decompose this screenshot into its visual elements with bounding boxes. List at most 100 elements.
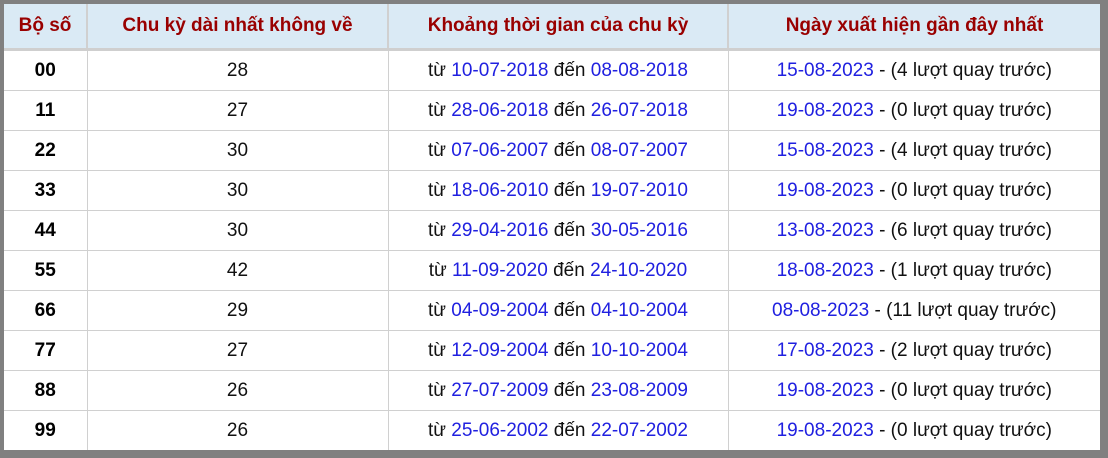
from-label: từ bbox=[428, 299, 447, 321]
pair-cell: 22 bbox=[4, 130, 88, 171]
from-label: từ bbox=[428, 339, 447, 361]
end-date: 30-05-2016 bbox=[590, 219, 688, 241]
period-cell: từ 27-07-2009 đến 23-08-2009 bbox=[388, 370, 729, 411]
end-date: 08-07-2007 bbox=[590, 139, 688, 161]
from-label: từ bbox=[428, 139, 447, 161]
table-header: Bộ số Chu kỳ dài nhất không về Khoảng th… bbox=[4, 4, 1100, 51]
last-seen-cell: 08-08-2023 - (11 lượt quay trước) bbox=[728, 290, 1100, 331]
period-cell: từ 29-04-2016 đến 30-05-2016 bbox=[388, 210, 729, 251]
header-period: Khoảng thời gian của chu kỳ bbox=[388, 4, 729, 51]
period-cell: từ 28-06-2018 đến 26-07-2018 bbox=[388, 90, 729, 131]
to-label: đến bbox=[553, 59, 586, 81]
cycle-cell: 27 bbox=[87, 90, 389, 131]
table-row: 22 30 từ 07-06-2007 đến 08-07-2007 15-08… bbox=[4, 130, 1100, 171]
table-row: 33 30 từ 18-06-2010 đến 19-07-2010 19-08… bbox=[4, 170, 1100, 211]
last-seen-cell: 15-08-2023 - (4 lượt quay trước) bbox=[728, 130, 1100, 171]
start-date: 11-09-2020 bbox=[452, 259, 548, 281]
table-row: 77 27 từ 12-09-2004 đến 10-10-2004 17-08… bbox=[4, 330, 1100, 371]
draws-ago: - (0 lượt quay trước) bbox=[873, 379, 1052, 401]
pair-cell: 77 bbox=[4, 330, 88, 371]
period-cell: từ 11-09-2020 đến 24-10-2020 bbox=[388, 250, 729, 291]
table-row: 11 27 từ 28-06-2018 đến 26-07-2018 19-08… bbox=[4, 90, 1100, 131]
pair-cell: 88 bbox=[4, 370, 88, 411]
pair-cell: 55 bbox=[4, 250, 88, 291]
cycle-cell: 26 bbox=[87, 410, 389, 450]
draws-ago: - (2 lượt quay trước) bbox=[873, 339, 1052, 361]
last-seen-date: 19-08-2023 bbox=[776, 179, 874, 201]
last-seen-cell: 19-08-2023 - (0 lượt quay trước) bbox=[728, 370, 1100, 411]
last-seen-date: 15-08-2023 bbox=[776, 59, 874, 81]
last-seen-cell: 15-08-2023 - (4 lượt quay trước) bbox=[728, 49, 1100, 91]
pair-cell: 44 bbox=[4, 210, 88, 251]
results-panel: Bộ số Chu kỳ dài nhất không về Khoảng th… bbox=[4, 4, 1100, 450]
start-date: 04-09-2004 bbox=[451, 299, 549, 321]
from-label: từ bbox=[428, 179, 447, 201]
to-label: đến bbox=[553, 299, 586, 321]
end-date: 26-07-2018 bbox=[590, 99, 688, 121]
start-date: 12-09-2004 bbox=[451, 339, 549, 361]
last-seen-date: 15-08-2023 bbox=[776, 139, 874, 161]
end-date: 19-07-2010 bbox=[590, 179, 688, 201]
last-seen-cell: 19-08-2023 - (0 lượt quay trước) bbox=[728, 411, 1100, 451]
last-seen-cell: 18-08-2023 - (1 lượt quay trước) bbox=[728, 250, 1100, 291]
to-label: đến bbox=[553, 379, 586, 401]
last-seen-date: 19-08-2023 bbox=[776, 379, 874, 401]
period-cell: từ 25-06-2002 đến 22-07-2002 bbox=[388, 410, 729, 450]
period-cell: từ 04-09-2004 đến 04-10-2004 bbox=[388, 290, 729, 331]
pair-cell: 66 bbox=[4, 290, 88, 331]
to-label: đến bbox=[553, 179, 586, 201]
cycle-cell: 28 bbox=[87, 49, 389, 91]
pair-cell: 00 bbox=[4, 49, 88, 91]
table-row: 99 26 từ 25-06-2002 đến 22-07-2002 19-08… bbox=[4, 410, 1100, 451]
start-date: 25-06-2002 bbox=[451, 419, 549, 441]
cycle-cell: 26 bbox=[87, 370, 389, 411]
cycle-cell: 42 bbox=[87, 250, 389, 291]
header-pair: Bộ số bbox=[4, 4, 88, 51]
from-label: từ bbox=[428, 219, 447, 241]
from-label: từ bbox=[428, 99, 447, 121]
from-label: từ bbox=[428, 379, 447, 401]
to-label: đến bbox=[553, 339, 586, 361]
from-label: từ bbox=[428, 59, 447, 81]
period-cell: từ 12-09-2004 đến 10-10-2004 bbox=[388, 330, 729, 371]
cycle-cell: 30 bbox=[87, 210, 389, 251]
period-cell: từ 10-07-2018 đến 08-08-2018 bbox=[388, 49, 729, 91]
draws-ago: - (11 lượt quay trước) bbox=[869, 299, 1057, 321]
last-seen-date: 13-08-2023 bbox=[776, 219, 874, 241]
table-row: 55 42 từ 11-09-2020 đến 24-10-2020 18-08… bbox=[4, 250, 1100, 291]
start-date: 18-06-2010 bbox=[451, 179, 549, 201]
to-label: đến bbox=[553, 419, 586, 441]
last-seen-date: 18-08-2023 bbox=[776, 259, 874, 281]
to-label: đến bbox=[553, 99, 586, 121]
last-seen-date: 17-08-2023 bbox=[776, 339, 874, 361]
cycle-cell: 30 bbox=[87, 130, 389, 171]
cycle-cell: 27 bbox=[87, 330, 389, 371]
draws-ago: - (1 lượt quay trước) bbox=[873, 259, 1052, 281]
last-seen-date: 19-08-2023 bbox=[776, 99, 874, 121]
cycle-cell: 29 bbox=[87, 290, 389, 331]
draws-ago: - (6 lượt quay trước) bbox=[873, 219, 1052, 241]
longest-cycle-table: Bộ số Chu kỳ dài nhất không về Khoảng th… bbox=[4, 4, 1100, 450]
start-date: 27-07-2009 bbox=[451, 379, 549, 401]
period-cell: từ 18-06-2010 đến 19-07-2010 bbox=[388, 170, 729, 211]
table-row: 44 30 từ 29-04-2016 đến 30-05-2016 13-08… bbox=[4, 210, 1100, 251]
start-date: 10-07-2018 bbox=[451, 59, 549, 81]
end-date: 04-10-2004 bbox=[590, 299, 688, 321]
last-seen-date: 08-08-2023 bbox=[772, 299, 870, 321]
header-cycle: Chu kỳ dài nhất không về bbox=[87, 4, 389, 51]
pair-cell: 99 bbox=[4, 410, 88, 450]
end-date: 23-08-2009 bbox=[590, 379, 688, 401]
start-date: 07-06-2007 bbox=[451, 139, 549, 161]
last-seen-date: 19-08-2023 bbox=[776, 419, 874, 441]
period-cell: từ 07-06-2007 đến 08-07-2007 bbox=[388, 130, 729, 171]
table-row: 88 26 từ 27-07-2009 đến 23-08-2009 19-08… bbox=[4, 370, 1100, 411]
end-date: 08-08-2018 bbox=[590, 59, 688, 81]
last-seen-cell: 19-08-2023 - (0 lượt quay trước) bbox=[728, 90, 1100, 131]
draws-ago: - (0 lượt quay trước) bbox=[873, 179, 1052, 201]
draws-ago: - (0 lượt quay trước) bbox=[873, 419, 1052, 441]
last-seen-cell: 19-08-2023 - (0 lượt quay trước) bbox=[728, 170, 1100, 211]
last-seen-cell: 13-08-2023 - (6 lượt quay trước) bbox=[728, 210, 1100, 251]
cycle-cell: 30 bbox=[87, 170, 389, 211]
table-row: 66 29 từ 04-09-2004 đến 04-10-2004 08-08… bbox=[4, 290, 1100, 331]
from-label: từ bbox=[428, 419, 447, 441]
